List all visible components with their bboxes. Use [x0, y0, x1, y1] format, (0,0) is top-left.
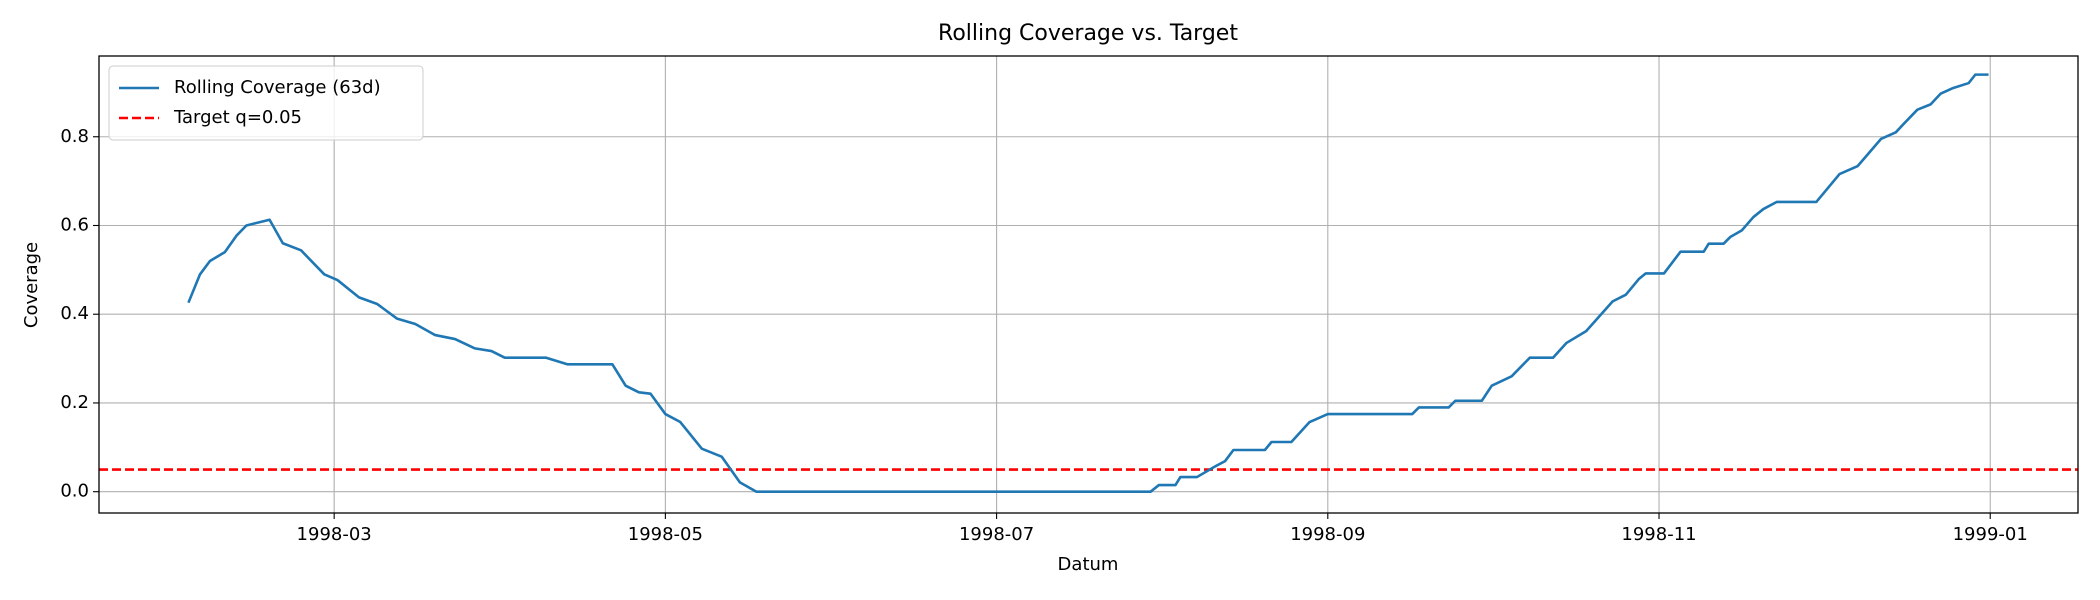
y-tick-label: 0.0 [60, 481, 89, 502]
x-tick-label: 1998-11 [1621, 524, 1696, 545]
x-tick-label: 1998-05 [628, 524, 703, 545]
data-line [187, 73, 1989, 493]
x-tick-label: 1998-03 [297, 524, 372, 545]
y-tick-label: 0.4 [60, 303, 89, 324]
y-tick-label: 0.8 [60, 126, 89, 147]
y-axis-label: Coverage [21, 242, 42, 328]
y-tick-label: 0.2 [60, 392, 89, 413]
x-tick-label: 1998-07 [959, 524, 1034, 545]
legend-box [108, 65, 424, 141]
x-axis-label: Datum [1058, 554, 1119, 575]
legend: Rolling Coverage (63d) Target q=0.05 [108, 65, 424, 141]
x-tick-label: 1999-01 [1953, 524, 2028, 545]
plot-frame [98, 55, 2079, 514]
x-tick-label: 1998-09 [1290, 524, 1365, 545]
legend-label: Target q=0.05 [173, 107, 302, 128]
legend-label: Rolling Coverage (63d) [174, 77, 381, 98]
y-tick-label: 0.6 [60, 214, 89, 235]
chart-title: Rolling Coverage vs. Target [938, 21, 1238, 46]
